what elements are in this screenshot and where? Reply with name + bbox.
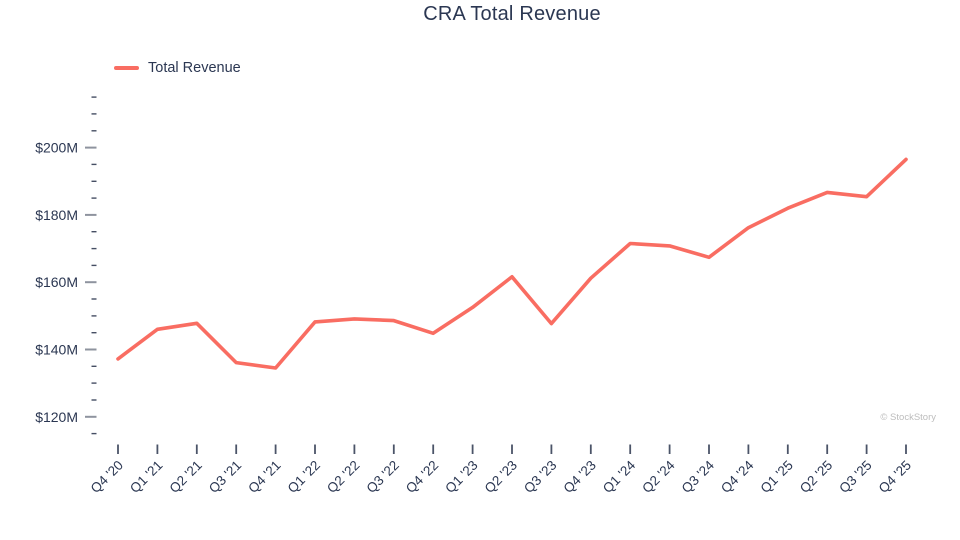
x-axis-label: Q4 '21 (245, 458, 283, 496)
x-axis-label: Q3 '22 (363, 458, 401, 496)
y-axis-label: $200M (35, 140, 78, 156)
x-axis-label: Q1 '24 (600, 457, 639, 496)
x-axis-label: Q1 '25 (757, 458, 795, 496)
legend-line-swatch (114, 66, 139, 70)
total-revenue-line (116, 157, 908, 370)
x-axis-label: Q3 '24 (679, 457, 718, 496)
x-axis-label: Q3 '25 (836, 458, 874, 496)
y-axis-label: $180M (35, 207, 78, 223)
x-axis-label: Q4 '22 (403, 458, 441, 496)
x-axis-label: Q3 '23 (521, 458, 559, 496)
x-axis-label: Q2 '25 (797, 458, 835, 496)
x-axis-label: Q1 '21 (127, 458, 165, 496)
x-axis-label: Q4 '24 (718, 457, 757, 496)
x-axis-label: Q1 '23 (442, 458, 480, 496)
x-axis-label: Q4 '25 (876, 458, 914, 496)
x-axis-label: Q4 '23 (560, 458, 598, 496)
x-axis-label: Q2 '23 (482, 458, 520, 496)
x-axis-label: Q2 '21 (166, 458, 204, 496)
legend: Total Revenue (114, 60, 241, 76)
x-axis-label: Q2 '24 (639, 457, 678, 496)
legend-label: Total Revenue (148, 60, 241, 76)
y-axis-label: $160M (35, 274, 78, 290)
y-axis-label: $120M (35, 409, 78, 425)
chart-title: CRA Total Revenue (423, 3, 601, 25)
x-axis-label: Q1 '22 (285, 458, 323, 496)
attribution: © StockStory (880, 412, 936, 423)
x-axis-label: Q4 '20 (88, 458, 126, 496)
y-axis-label: $140M (35, 342, 78, 358)
x-axis-label: Q2 '22 (324, 458, 362, 496)
x-axis-label: Q3 '21 (206, 458, 244, 496)
